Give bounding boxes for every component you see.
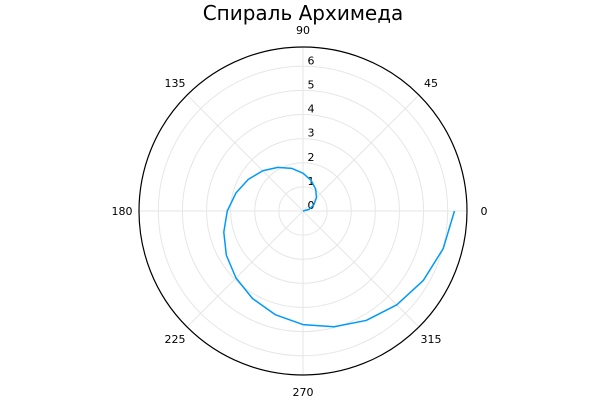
series-layer	[223, 166, 456, 328]
angle-tick-label: 270	[293, 386, 314, 399]
angle-gridline	[186, 94, 304, 212]
angle-gridline	[186, 210, 304, 328]
angle-tick-label: 45	[424, 77, 438, 90]
spiral-line	[223, 166, 456, 328]
radial-tick-label: 6	[308, 54, 315, 67]
radial-tick-label: 0	[308, 199, 315, 212]
radial-tick-label: 5	[308, 78, 315, 91]
angle-tick-label: 315	[420, 333, 441, 346]
polar-frame	[138, 46, 468, 376]
angle-gridline	[302, 210, 420, 328]
chart-title: Спираль Архимеда	[203, 1, 404, 25]
angle-gridline	[302, 94, 420, 212]
radial-tick-label: 2	[308, 151, 315, 164]
angle-tick-label: 180	[112, 205, 133, 218]
angle-tick-label: 0	[481, 205, 488, 218]
radial-tick-label: 3	[308, 127, 315, 140]
angle-tick-label: 135	[165, 77, 186, 90]
angle-tick-label: 225	[165, 333, 186, 346]
radial-tick-label: 4	[308, 103, 315, 116]
angle-tick-label: 90	[296, 24, 310, 37]
polar-grid	[139, 47, 467, 375]
